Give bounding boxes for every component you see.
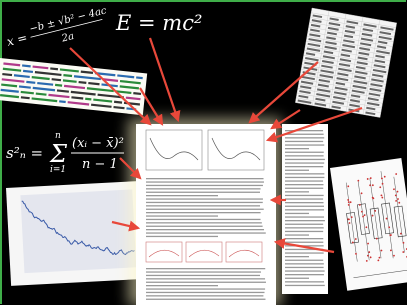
text-line bbox=[285, 206, 324, 207]
text-line bbox=[285, 224, 323, 225]
text-line bbox=[285, 170, 309, 171]
formula-denominator: n − 1 bbox=[82, 157, 118, 172]
text-line bbox=[285, 209, 324, 210]
text-line bbox=[285, 134, 324, 135]
text-line bbox=[146, 232, 266, 233]
text-line bbox=[285, 195, 324, 196]
formula-numerator: (xᵢ − x̄)² bbox=[72, 136, 124, 151]
text-line bbox=[285, 263, 324, 264]
text-line bbox=[146, 198, 263, 199]
text-line bbox=[146, 282, 266, 283]
page: x = −b ± √b² − 4ac 2a E = mc² s²ₙ = Σ n … bbox=[0, 0, 407, 305]
text-line bbox=[146, 192, 260, 193]
text-line bbox=[146, 205, 260, 206]
text-line bbox=[285, 180, 323, 181]
text-line bbox=[285, 191, 309, 192]
text-line bbox=[285, 162, 324, 163]
text-line bbox=[146, 222, 262, 223]
text-line bbox=[285, 260, 323, 261]
energy-formula: E = mc² bbox=[115, 11, 202, 35]
text-document bbox=[282, 124, 328, 294]
text-line bbox=[146, 178, 264, 179]
text-line bbox=[146, 229, 264, 230]
text-line bbox=[285, 155, 324, 156]
text-line bbox=[146, 202, 263, 203]
text-line bbox=[285, 213, 309, 214]
text-line bbox=[146, 188, 261, 189]
text-line bbox=[285, 234, 309, 235]
text-line bbox=[285, 173, 324, 174]
spreadsheet bbox=[295, 8, 396, 117]
text-line bbox=[285, 188, 323, 189]
text-line bbox=[285, 137, 324, 138]
text-line bbox=[285, 227, 324, 228]
sum-sign: Σ bbox=[49, 140, 68, 168]
text-line bbox=[146, 219, 261, 220]
text-line bbox=[285, 285, 325, 286]
text-line bbox=[285, 267, 324, 268]
text-line bbox=[285, 231, 323, 232]
text-line bbox=[146, 292, 265, 293]
sum-lower: i=1 bbox=[50, 165, 66, 175]
text-line bbox=[285, 256, 309, 257]
text-line bbox=[285, 238, 323, 239]
text-line bbox=[285, 252, 324, 253]
line-plot bbox=[6, 181, 143, 286]
text-line bbox=[285, 281, 324, 282]
text-line bbox=[285, 177, 324, 178]
text-line bbox=[146, 278, 265, 279]
text-line bbox=[285, 202, 324, 203]
text-line bbox=[285, 141, 323, 142]
scene: x = −b ± √b² − 4ac 2a E = mc² s²ₙ = Σ n … bbox=[0, 0, 407, 305]
text-line bbox=[146, 288, 265, 289]
text-line bbox=[146, 215, 218, 216]
text-line bbox=[146, 299, 265, 300]
text-line bbox=[146, 271, 261, 272]
text-line bbox=[285, 144, 324, 145]
text-line bbox=[146, 209, 264, 210]
text-line bbox=[285, 159, 325, 160]
text-line bbox=[146, 195, 218, 196]
text-line bbox=[285, 220, 325, 221]
text-line bbox=[285, 270, 325, 271]
text-line bbox=[285, 130, 323, 131]
text-line bbox=[146, 236, 218, 237]
text-line bbox=[146, 185, 263, 186]
text-line bbox=[146, 212, 261, 213]
text-line bbox=[146, 181, 264, 182]
text-line bbox=[285, 148, 309, 149]
text-line bbox=[285, 216, 324, 217]
text-line bbox=[285, 278, 309, 279]
text-line bbox=[146, 268, 265, 269]
text-line bbox=[146, 226, 263, 227]
text-line bbox=[285, 242, 323, 243]
sum-upper: n bbox=[55, 131, 61, 141]
plot-area bbox=[20, 189, 136, 273]
text-line bbox=[285, 166, 323, 167]
text-line bbox=[285, 198, 323, 199]
text-line bbox=[285, 184, 323, 185]
text-line bbox=[146, 295, 263, 296]
formula-lhs: s²ₙ = bbox=[6, 144, 43, 162]
text-line bbox=[146, 275, 260, 276]
text-line bbox=[285, 274, 324, 275]
text-line bbox=[285, 152, 324, 153]
text-line bbox=[146, 285, 218, 286]
